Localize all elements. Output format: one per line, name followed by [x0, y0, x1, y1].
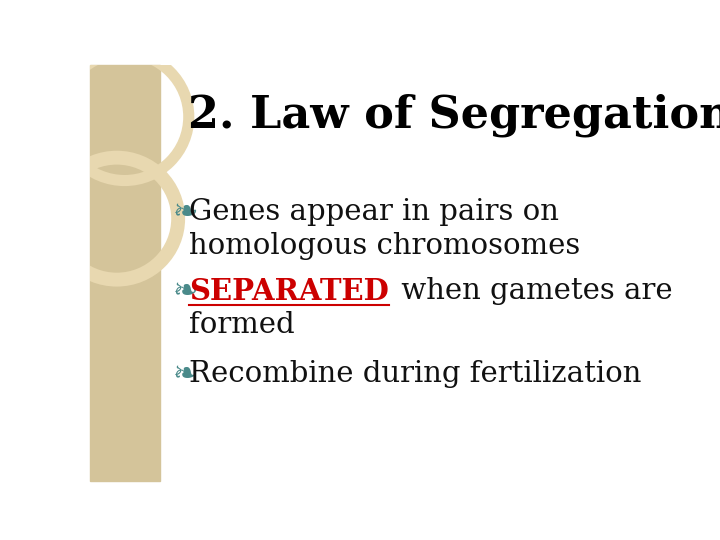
Text: SEPARATED: SEPARATED — [189, 277, 390, 306]
Bar — [90, 65, 160, 481]
Text: ❧: ❧ — [173, 198, 198, 227]
Text: when gametes are: when gametes are — [392, 277, 672, 305]
Text: formed: formed — [189, 277, 295, 340]
Text: ❧: ❧ — [173, 360, 198, 389]
Text: ❧: ❧ — [173, 277, 198, 306]
Text: Recombine during fertilization: Recombine during fertilization — [189, 360, 642, 388]
Text: Genes appear in pairs on
homologous chromosomes: Genes appear in pairs on homologous chro… — [189, 198, 580, 260]
Text: 2. Law of Segregation: 2. Law of Segregation — [188, 94, 720, 137]
